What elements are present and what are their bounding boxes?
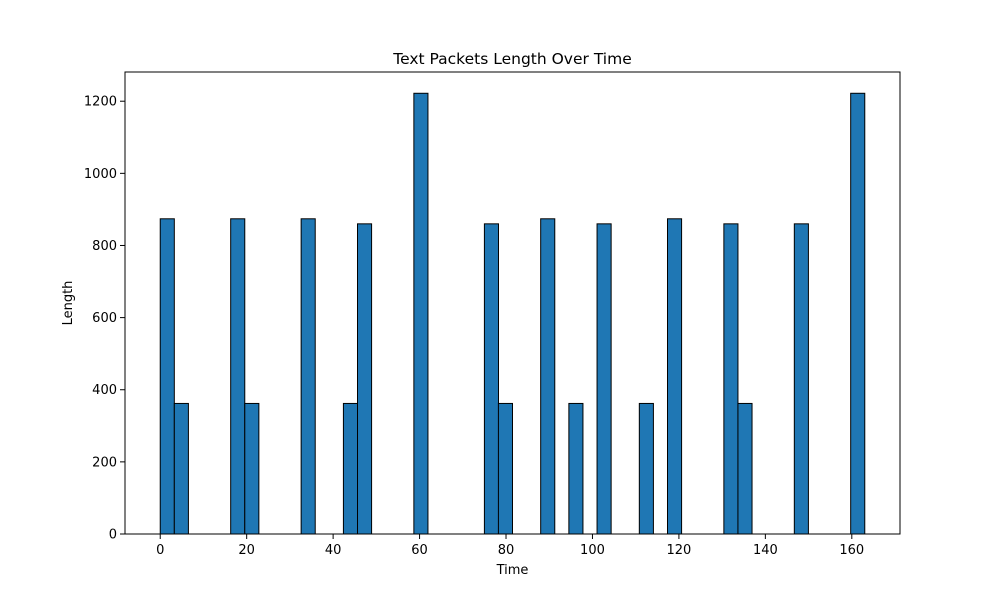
bar-17 [793, 223, 809, 535]
bar-9 [497, 402, 514, 535]
bar-6 [357, 223, 373, 535]
y-tick-label: 200 [92, 455, 117, 470]
bar-14 [667, 218, 683, 535]
bar-15 [723, 223, 739, 535]
x-tick-label: 20 [238, 543, 255, 558]
bars-group [159, 92, 866, 535]
bar-12 [596, 223, 612, 535]
chart-title: Text Packets Length Over Time [392, 50, 632, 68]
bar-5 [342, 402, 359, 535]
x-tick-label: 40 [325, 543, 342, 558]
x-tick-label: 0 [156, 543, 164, 558]
y-tick-label: 600 [92, 311, 117, 326]
bar-13 [638, 402, 654, 535]
x-tick-label: 160 [839, 543, 864, 558]
x-tick-label: 100 [580, 543, 605, 558]
x-tick-label: 60 [411, 543, 428, 558]
bar-8 [483, 223, 499, 535]
x-tick-label: 140 [753, 543, 778, 558]
bar-11 [568, 402, 584, 535]
x-tick-label: 120 [666, 543, 691, 558]
bar-2 [230, 218, 246, 535]
bar-0 [159, 218, 175, 535]
y-tick-label: 0 [109, 528, 117, 543]
bar-4 [300, 218, 316, 535]
y-tick-label: 1200 [84, 95, 117, 110]
bar-3 [244, 402, 260, 535]
y-tick-label: 400 [92, 383, 117, 398]
bar-18 [850, 92, 866, 535]
plot-frame [124, 71, 901, 535]
x-axis-title: Time [496, 563, 529, 578]
bar-1 [173, 402, 189, 535]
y-tick-label: 800 [92, 239, 117, 254]
y-tick-label: 1000 [84, 167, 117, 182]
x-tick-label: 80 [498, 543, 515, 558]
bar-10 [540, 218, 556, 535]
axes-group: 0 20 40 60 80 100 120 140 160 0 200 400 600 800 1000 12… [84, 71, 901, 558]
bar-7 [413, 92, 429, 535]
bar-16 [737, 402, 753, 535]
y-axis-title: Length [61, 281, 76, 326]
